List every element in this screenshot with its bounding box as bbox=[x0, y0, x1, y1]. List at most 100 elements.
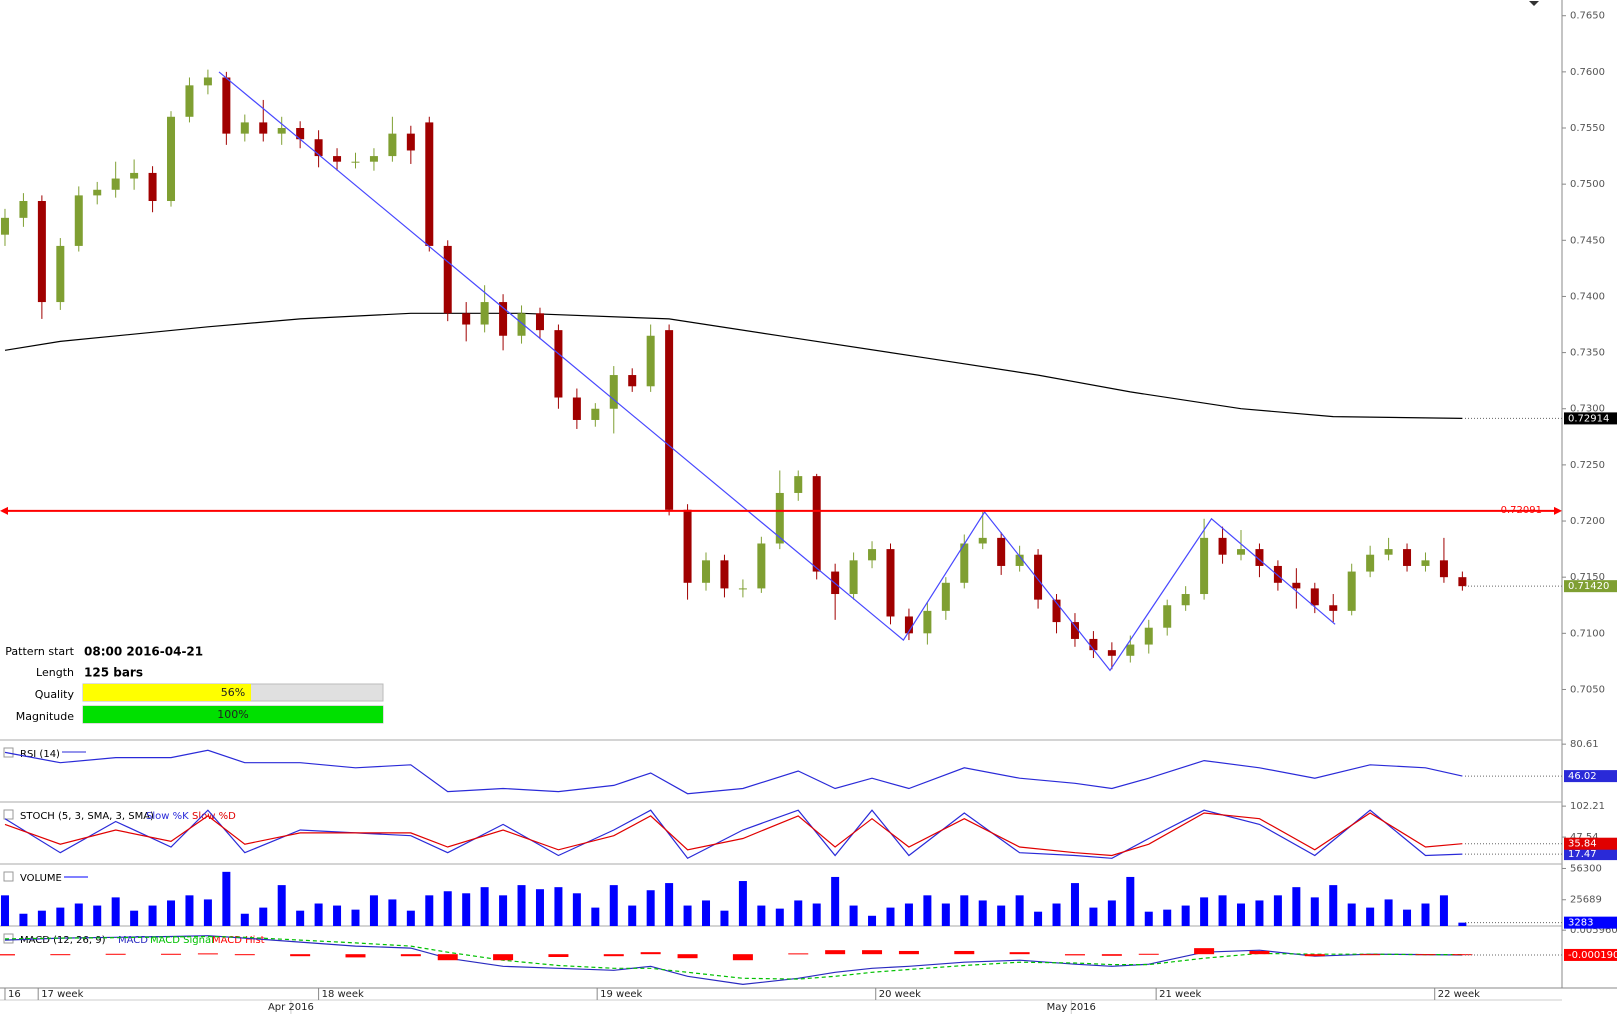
volume-bar bbox=[1384, 899, 1393, 926]
close-box[interactable] bbox=[3, 747, 14, 758]
hist-bar bbox=[1249, 950, 1270, 955]
volume-bar bbox=[388, 899, 397, 926]
month-label: May 2016 bbox=[1047, 1002, 1096, 1013]
volume-bar bbox=[1200, 897, 1209, 926]
hist-bar bbox=[1194, 948, 1215, 955]
volume-bar bbox=[259, 907, 268, 926]
volume-bar bbox=[314, 903, 323, 926]
candle-body bbox=[628, 375, 637, 387]
volume-bar bbox=[665, 883, 674, 926]
candle-body bbox=[794, 476, 803, 493]
hist-bar bbox=[548, 954, 569, 957]
volume-bar bbox=[831, 876, 840, 926]
y-tick-label: 0.7050 bbox=[1570, 684, 1605, 695]
hist-bar bbox=[732, 954, 753, 961]
close-box[interactable] bbox=[3, 809, 14, 820]
volume-bar bbox=[702, 900, 711, 926]
candle-body bbox=[849, 560, 858, 595]
candle-body bbox=[167, 116, 176, 202]
volume-bar bbox=[941, 903, 950, 926]
candle-body bbox=[1421, 560, 1430, 566]
magnitude-value: 100% bbox=[217, 708, 248, 721]
candle-body bbox=[240, 122, 249, 134]
candle-body bbox=[1403, 549, 1412, 566]
candle-body bbox=[480, 302, 489, 325]
volume-bar bbox=[37, 910, 46, 926]
volume-bar bbox=[148, 905, 157, 926]
volume-bar bbox=[1163, 909, 1172, 926]
y-tick-label: 0.7200 bbox=[1570, 516, 1605, 527]
hist-bar bbox=[603, 954, 624, 957]
value-tag: 46.02 bbox=[1568, 771, 1597, 782]
volume-bar bbox=[554, 887, 563, 926]
candle-body bbox=[904, 616, 913, 634]
volume-bar bbox=[1089, 907, 1098, 926]
y-tick-label: 0.0059608 bbox=[1570, 925, 1617, 936]
candle-body bbox=[1089, 638, 1098, 651]
value-tag-box bbox=[1564, 837, 1617, 850]
volume-bar bbox=[775, 908, 784, 926]
candle-body bbox=[572, 397, 581, 420]
legend-entry: MACD Hist bbox=[212, 935, 265, 946]
volume-bar bbox=[369, 895, 378, 926]
menu-arrow[interactable] bbox=[1529, 1, 1539, 6]
hist-bar bbox=[161, 953, 182, 955]
volume-bar bbox=[978, 900, 987, 926]
value-tag: 0.71420 bbox=[1568, 581, 1609, 592]
candle-body bbox=[1439, 560, 1448, 578]
magnitude-label: Magnitude bbox=[16, 710, 75, 723]
volume-bar bbox=[351, 909, 360, 926]
candle-body bbox=[1237, 549, 1246, 555]
candle-body bbox=[0, 217, 9, 235]
hist-bar bbox=[954, 950, 975, 955]
value-tag: 17.47 bbox=[1568, 849, 1597, 860]
volume-bar bbox=[757, 905, 766, 926]
candle-body bbox=[19, 201, 28, 218]
candle-body bbox=[535, 313, 544, 331]
candle-body bbox=[1366, 554, 1375, 572]
volume-bar bbox=[1070, 883, 1079, 926]
volume-bar bbox=[443, 891, 452, 926]
volume-bar bbox=[1107, 900, 1116, 926]
value-tag: 0.72914 bbox=[1568, 413, 1609, 424]
candle-body bbox=[1181, 594, 1190, 606]
volume-bar bbox=[1366, 907, 1375, 926]
moving-average bbox=[4, 312, 1463, 419]
indicator-line bbox=[4, 809, 1463, 860]
volume-bar bbox=[1439, 895, 1448, 926]
candle-body bbox=[1015, 554, 1024, 566]
volume-bar bbox=[812, 903, 821, 926]
candle-body bbox=[203, 77, 212, 86]
hist-bar bbox=[677, 954, 698, 959]
close-box[interactable] bbox=[3, 871, 14, 882]
stoch-title: STOCH (5, 3, SMA, 3, SMA) bbox=[20, 811, 154, 822]
quality-label: Quality bbox=[35, 688, 75, 701]
value-tag-box bbox=[1564, 916, 1617, 929]
volume-bar bbox=[499, 895, 508, 926]
volume-bar bbox=[1052, 903, 1061, 926]
y-tick-label: 56300 bbox=[1570, 863, 1602, 874]
indicator-line bbox=[4, 812, 1463, 857]
candle-body bbox=[1310, 588, 1319, 606]
pattern-start-label: Pattern start bbox=[5, 645, 74, 658]
x-tick-label: 21 week bbox=[1159, 989, 1201, 1000]
hist-bar bbox=[825, 950, 846, 955]
hist-bar bbox=[1101, 954, 1122, 956]
candle-body bbox=[351, 161, 360, 163]
candle-body bbox=[609, 375, 618, 409]
volume-bar bbox=[167, 900, 176, 926]
volume-bar bbox=[628, 905, 637, 926]
x-tick-label: 18 week bbox=[322, 989, 364, 1000]
candle-body bbox=[1218, 537, 1227, 555]
candle-body bbox=[591, 408, 600, 420]
candle-body bbox=[462, 313, 471, 325]
volume-bar bbox=[997, 905, 1006, 926]
candle-body bbox=[1163, 605, 1172, 628]
pattern-info: Pattern start 08:00 2016-04-21 Length 12… bbox=[5, 645, 203, 724]
value-tag-box bbox=[1564, 580, 1617, 593]
x-tick-label: 17 week bbox=[41, 989, 83, 1000]
candle-body bbox=[37, 201, 46, 303]
hist-bar bbox=[1009, 952, 1030, 955]
candle-body bbox=[130, 172, 139, 179]
